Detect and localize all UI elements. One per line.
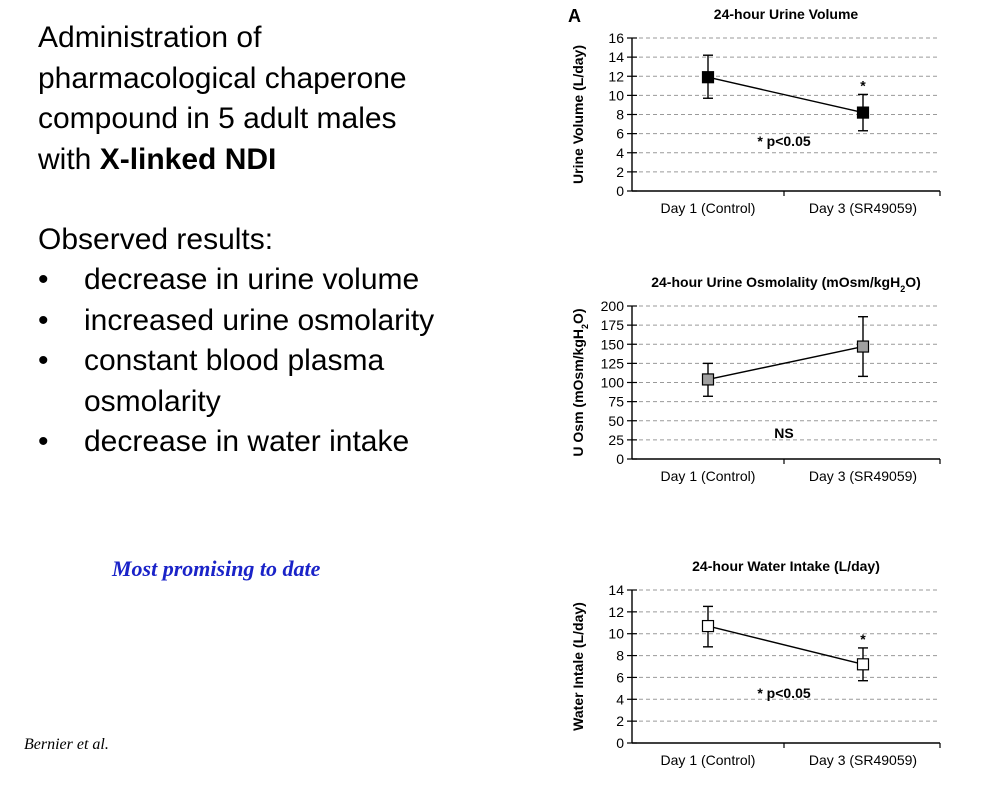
y-tick-label: 75 [608,394,624,410]
x-category-label: Day 1 (Control) [661,200,756,216]
result-item-text: increased urine osmolarity [84,303,435,337]
chart-urine-osmolality: 24-hour Urine Osmolality (mOsm/kgH2O)U O… [570,274,941,484]
result-item-text: decrease in water intake [84,425,410,458]
chart-title-text: 24-hour Urine Volume [714,6,859,22]
y-tick-label: 100 [601,375,625,391]
y-tick-label: 0 [616,451,624,467]
result-item: • decrease in urine volume [38,260,518,301]
result-item: • increased urine osmolarity [38,301,518,342]
y-tick-label: 175 [601,317,625,333]
panel-label: A [568,6,581,26]
chart-title: 24-hour Urine Osmolality (mOsm/kgH2O) [651,274,921,294]
bullet: • [38,425,49,458]
chart-title-end: O) [905,274,921,290]
y-axis-label-end: O) [570,308,586,324]
y-tick-label: 200 [601,298,625,314]
result-item: • constant blood plasma osmolarity [38,341,518,422]
data-point [701,619,715,633]
y-tick-label: 0 [616,183,624,199]
chart-title-text: 24-hour Water Intake (L/day) [692,558,880,574]
citation: Bernier et al. [24,736,109,753]
highlight-note: Most promising to date [112,556,321,581]
stat-annotation: * p<0.05 [757,685,811,701]
data-point [701,373,715,386]
x-category-label: Day 1 (Control) [661,752,756,768]
y-axis-label-text: Urine Volume (L/day) [570,45,586,184]
significance-marker: * [860,77,866,93]
series-line [707,76,864,114]
heading-highlight: X-linked NDI [99,142,277,176]
heading-line-4: with X-linked NDI [38,140,538,181]
results-title: Observed results: [38,223,274,256]
heading-line-1: Administration of [38,21,262,54]
data-point [701,71,715,84]
y-tick-label: 0 [616,735,624,751]
stat-annotation: NS [774,425,793,441]
y-tick-label: 6 [616,126,624,142]
series-line [707,625,864,665]
chart-water-intake: 24-hour Water Intake (L/day) Water Intale… [570,558,941,768]
significance-marker: * [860,631,866,647]
y-tick-label: 8 [616,107,624,123]
y-axis-label-text: U Osm (mOsm/kgH [570,329,586,457]
chart-title: 24-hour Water Intake (L/day) [692,558,880,574]
y-tick-label: 8 [616,648,624,664]
stat-annotation: * p<0.05 [757,133,811,149]
result-item-text: constant blood plasma osmolarity [84,344,385,418]
y-tick-label: 25 [608,432,624,448]
heading-line-3: compound in 5 adult males [38,102,397,135]
chart-urine-volume: A 24-hour Urine Volume Urine Volume (L/day… [568,6,941,216]
x-category-label: Day 1 (Control) [661,468,756,484]
y-tick-label: 14 [608,582,624,598]
x-category-label: Day 3 (SR49059) [809,752,917,768]
chart-title-subscript: 2 [900,284,905,294]
data-point [856,340,870,353]
y-tick-label: 12 [608,68,624,84]
y-tick-label: 12 [608,604,624,620]
results-list: • decrease in urine volume • increased uri… [38,260,518,463]
y-tick-label: 4 [616,145,624,161]
x-category-label: Day 3 (SR49059) [809,468,917,484]
y-tick-label: 6 [616,669,624,685]
y-tick-label: 2 [616,713,624,729]
y-tick-label: 2 [616,164,624,180]
y-tick-label: 10 [608,626,624,642]
y-axis-label-subscript: 2 [580,324,590,329]
chart-title-text: 24-hour Urine Osmolality (mOsm/kgH [651,274,900,290]
heading: Administration of pharmacological chaper… [38,18,538,180]
y-tick-label: 16 [608,30,624,46]
bullet: • [38,344,49,377]
y-tick-label: 150 [601,336,625,352]
y-tick-label: 125 [601,355,625,371]
data-point [856,658,870,671]
x-category-label: Day 3 (SR49059) [809,200,917,216]
y-axis-label: Urine Volume (L/day) [570,45,586,184]
y-tick-label: 4 [616,691,624,707]
bullet: • [38,303,49,337]
y-axis-label-text: Water Intale (L/day) [570,602,586,731]
chart-title: 24-hour Urine Volume [714,6,859,22]
heading-line-4-prefix: with [38,142,100,176]
result-item-text: decrease in urine volume [84,263,420,296]
y-axis-label: U Osm (mOsm/kgH2O) [570,308,590,456]
bullet: • [38,263,49,296]
data-point [856,106,870,119]
heading-line-2: pharmacological chaperone [38,61,407,95]
y-tick-label: 10 [608,87,624,103]
result-item: • decrease in water intake [38,422,518,463]
y-tick-label: 14 [608,49,624,65]
series-line [707,345,864,381]
y-tick-label: 50 [608,413,624,429]
y-axis-label: Water Intale (L/day) [570,602,586,731]
